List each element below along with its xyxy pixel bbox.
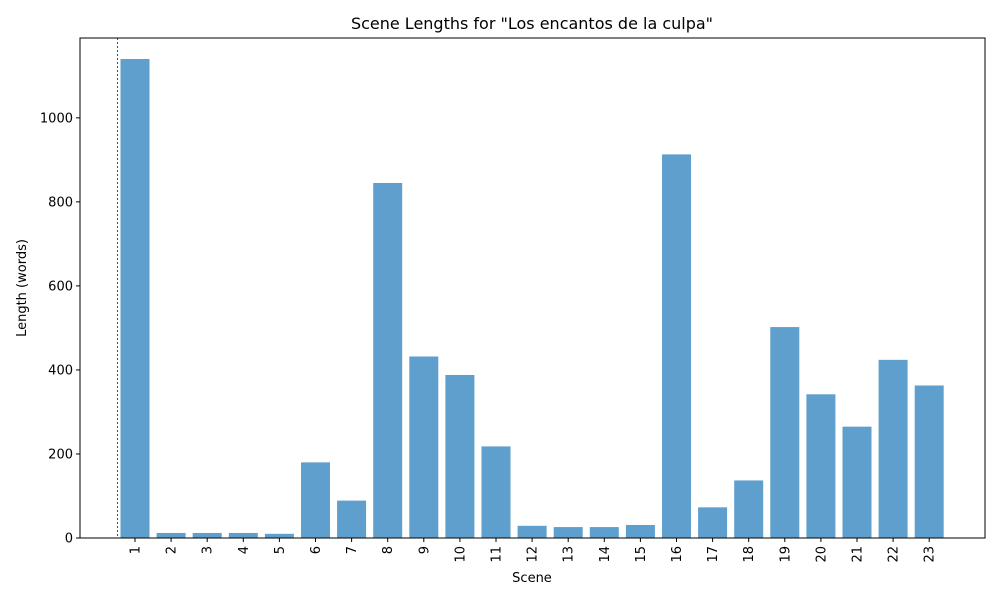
bar-scene-22 bbox=[878, 359, 908, 538]
bar-scene-6 bbox=[301, 462, 330, 538]
x-tick-label: 20 bbox=[814, 546, 829, 563]
x-tick-label: 10 bbox=[453, 546, 468, 563]
y-tick-label: 200 bbox=[48, 447, 73, 462]
x-tick-label: 11 bbox=[490, 546, 505, 563]
bar-scene-5 bbox=[264, 533, 294, 538]
x-tick-label: 1 bbox=[129, 546, 144, 554]
bar-scene-10 bbox=[445, 374, 475, 538]
bar-scene-2 bbox=[156, 532, 186, 538]
bar-scene-14 bbox=[589, 527, 619, 538]
x-tick-label: 19 bbox=[778, 546, 793, 563]
x-tick-label: 15 bbox=[634, 546, 649, 563]
x-tick-label: 14 bbox=[598, 546, 613, 563]
x-tick-label: 21 bbox=[851, 546, 866, 563]
bar-scene-13 bbox=[553, 527, 583, 538]
y-tick-label: 1000 bbox=[40, 111, 73, 126]
x-tick-label: 9 bbox=[417, 546, 432, 554]
x-tick-label: 8 bbox=[381, 546, 396, 554]
x-tick-label: 5 bbox=[273, 546, 288, 554]
y-tick-label: 0 bbox=[65, 532, 73, 547]
bar-scene-18 bbox=[734, 480, 764, 538]
bar-scene-15 bbox=[625, 524, 655, 538]
x-tick-label: 4 bbox=[237, 546, 252, 554]
bar-scene-16 bbox=[662, 154, 691, 539]
bar-scene-11 bbox=[481, 446, 511, 538]
bar-scene-3 bbox=[192, 532, 222, 538]
bar-scene-17 bbox=[698, 507, 728, 538]
bars-group bbox=[120, 59, 944, 539]
y-tick-label: 600 bbox=[48, 279, 73, 294]
x-tick-label: 2 bbox=[165, 546, 180, 554]
x-tick-label: 23 bbox=[923, 546, 938, 563]
y-tick-label: 400 bbox=[48, 363, 73, 378]
bar-scene-7 bbox=[337, 500, 367, 538]
chart-title: Scene Lengths for "Los encantos de la cu… bbox=[351, 14, 713, 33]
bar-scene-12 bbox=[517, 525, 547, 538]
x-axis: 1 2 3 4 5 6 7 8 9 10 11 12 13 14 15 16 17 18 19 20 21 22 23 bbox=[129, 538, 938, 563]
bar-scene-20 bbox=[806, 394, 836, 538]
x-tick-label: 13 bbox=[562, 546, 577, 563]
bar-scene-9 bbox=[409, 356, 439, 538]
bar-scene-1 bbox=[120, 59, 150, 539]
bar-scene-21 bbox=[842, 426, 872, 538]
x-tick-label: 22 bbox=[887, 546, 902, 563]
y-axis: 0 200 400 600 800 1000 bbox=[40, 111, 80, 547]
bar-scene-19 bbox=[770, 327, 800, 538]
x-tick-label: 3 bbox=[201, 546, 216, 554]
x-tick-label: 16 bbox=[670, 546, 685, 563]
y-tick-label: 800 bbox=[48, 195, 73, 210]
bar-scene-4 bbox=[228, 532, 258, 538]
x-tick-label: 17 bbox=[706, 546, 721, 563]
y-axis-label: Length (words) bbox=[15, 239, 30, 337]
bar-scene-8 bbox=[373, 182, 403, 538]
x-tick-label: 18 bbox=[742, 546, 757, 563]
x-tick-label: 12 bbox=[526, 546, 541, 563]
x-axis-label: Scene bbox=[512, 571, 552, 586]
x-tick-label: 6 bbox=[309, 546, 324, 554]
x-tick-label: 7 bbox=[345, 546, 360, 554]
bar-scene-23 bbox=[914, 385, 944, 538]
